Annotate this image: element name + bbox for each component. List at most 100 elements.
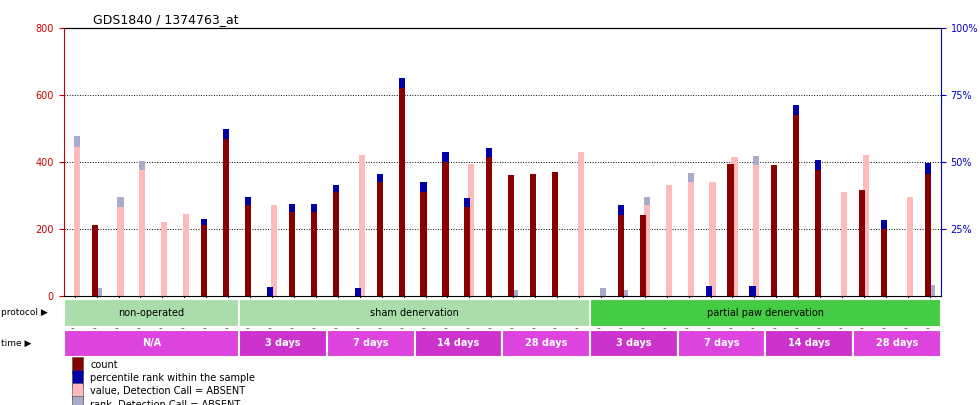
Bar xyxy=(706,286,711,296)
Bar xyxy=(73,384,83,400)
Bar xyxy=(64,299,239,326)
Bar xyxy=(95,288,102,296)
Bar xyxy=(289,212,295,296)
Bar xyxy=(754,156,760,165)
Bar xyxy=(399,78,405,88)
Text: protocol ▶: protocol ▶ xyxy=(1,308,48,318)
Bar xyxy=(442,152,449,162)
Bar xyxy=(420,192,426,296)
Bar xyxy=(270,205,277,296)
Text: 28 days: 28 days xyxy=(876,338,918,348)
Bar xyxy=(578,152,584,296)
Bar xyxy=(201,226,208,296)
Bar xyxy=(530,174,536,296)
Bar xyxy=(289,204,295,212)
Text: time ▶: time ▶ xyxy=(1,339,31,348)
Bar xyxy=(600,288,606,296)
Text: 14 days: 14 days xyxy=(788,338,830,348)
Bar xyxy=(859,190,865,296)
Bar xyxy=(815,171,821,296)
Text: count: count xyxy=(90,360,118,371)
Bar xyxy=(74,147,79,296)
Bar xyxy=(465,207,470,296)
Bar xyxy=(239,330,327,357)
Bar xyxy=(590,330,678,357)
Bar xyxy=(688,182,694,296)
Bar xyxy=(333,185,339,192)
Bar xyxy=(486,148,492,157)
Bar xyxy=(415,330,502,357)
Bar xyxy=(327,330,415,357)
Bar xyxy=(793,115,800,296)
Bar xyxy=(509,175,514,296)
Bar xyxy=(513,290,518,296)
Bar xyxy=(333,192,339,296)
Bar xyxy=(183,214,189,296)
Text: rank, Detection Call = ABSENT: rank, Detection Call = ABSENT xyxy=(90,400,240,405)
Bar xyxy=(754,165,760,296)
Text: sham denervation: sham denervation xyxy=(370,308,459,318)
Bar xyxy=(376,182,383,296)
Bar xyxy=(502,330,590,357)
Bar xyxy=(590,299,941,326)
Bar xyxy=(201,219,208,226)
Bar xyxy=(355,288,361,296)
Text: percentile rank within the sample: percentile rank within the sample xyxy=(90,373,255,384)
Bar xyxy=(815,160,821,171)
Bar xyxy=(465,198,470,207)
Text: 14 days: 14 days xyxy=(437,338,479,348)
Bar xyxy=(118,207,123,296)
Bar xyxy=(750,286,756,296)
Bar xyxy=(73,357,83,373)
Text: 3 days: 3 days xyxy=(266,338,301,348)
Bar xyxy=(906,197,913,296)
Bar xyxy=(771,165,777,296)
Bar xyxy=(617,215,624,296)
Text: 28 days: 28 days xyxy=(525,338,567,348)
Bar xyxy=(731,157,738,296)
Bar xyxy=(139,171,145,296)
Bar xyxy=(311,204,317,212)
Text: 7 days: 7 days xyxy=(353,338,388,348)
Bar xyxy=(765,330,853,357)
Bar xyxy=(420,182,426,192)
Bar xyxy=(881,220,887,229)
Bar xyxy=(640,215,646,296)
Bar xyxy=(727,164,734,296)
Bar xyxy=(617,205,624,215)
Bar xyxy=(468,164,474,296)
Bar xyxy=(841,192,847,296)
Bar xyxy=(162,222,168,296)
Text: GDS1840 / 1374763_at: GDS1840 / 1374763_at xyxy=(93,13,239,26)
Bar xyxy=(139,161,145,171)
Bar xyxy=(245,197,251,205)
Bar xyxy=(925,163,931,174)
Bar xyxy=(223,139,229,296)
Bar xyxy=(64,330,239,357)
Bar xyxy=(710,182,715,296)
Text: 7 days: 7 days xyxy=(704,338,739,348)
Bar xyxy=(552,172,559,296)
Text: partial paw denervation: partial paw denervation xyxy=(707,308,824,318)
Bar xyxy=(223,128,229,139)
Bar xyxy=(929,285,935,296)
Bar xyxy=(399,88,405,296)
Text: N/A: N/A xyxy=(142,338,161,348)
Bar xyxy=(644,205,650,296)
Bar xyxy=(91,226,98,296)
Bar xyxy=(486,157,492,296)
Bar xyxy=(925,174,931,296)
Bar xyxy=(73,396,83,405)
Bar xyxy=(853,330,941,357)
Bar xyxy=(376,174,383,182)
Bar xyxy=(73,370,83,387)
Bar xyxy=(267,287,273,296)
Bar xyxy=(863,155,869,296)
Bar xyxy=(688,173,694,182)
Bar xyxy=(118,197,123,207)
Bar xyxy=(665,185,671,296)
Bar xyxy=(239,299,590,326)
Text: value, Detection Call = ABSENT: value, Detection Call = ABSENT xyxy=(90,386,245,396)
Bar xyxy=(359,155,365,296)
Text: non-operated: non-operated xyxy=(119,308,184,318)
